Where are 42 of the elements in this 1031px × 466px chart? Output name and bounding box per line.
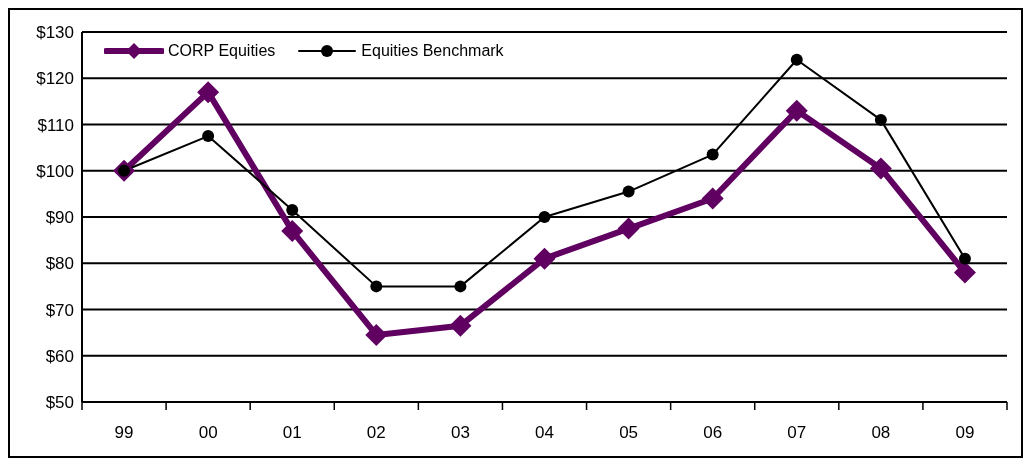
x-tick-label: 05: [619, 423, 639, 442]
y-tick-label: $70: [45, 300, 74, 320]
y-tick-label: $120: [36, 69, 74, 89]
y-tick-label: $90: [45, 208, 74, 228]
y-tick-label: $110: [37, 115, 74, 135]
x-tick-label: 04: [535, 423, 554, 442]
x-tick-label: 00: [198, 423, 218, 442]
point: [874, 113, 887, 126]
x-tick-label: 02: [366, 423, 386, 442]
point: [286, 204, 299, 217]
point: [706, 148, 719, 161]
point: [365, 323, 388, 346]
point: [370, 280, 383, 293]
point: [197, 81, 220, 104]
point: [622, 185, 635, 198]
x-tick-label: 99: [114, 423, 134, 442]
x-tick-label: 09: [955, 423, 975, 442]
point: [701, 187, 724, 210]
y-tick-label: $130: [36, 23, 74, 43]
y-tick-label: $50: [45, 393, 74, 413]
y-tick-label: $60: [45, 346, 74, 366]
legend-label: CORP Equities: [168, 42, 276, 60]
point: [958, 252, 971, 265]
point: [202, 130, 215, 143]
point: [281, 219, 304, 242]
point: [617, 217, 640, 240]
point: [533, 247, 556, 270]
point: [953, 261, 976, 284]
x-tick-label: 03: [450, 423, 470, 442]
x-tick-label: 08: [871, 423, 891, 442]
y-tick-label: $80: [45, 254, 74, 274]
point: [538, 211, 551, 223]
point: [790, 53, 803, 66]
y-tick-label: $100: [36, 161, 74, 181]
point: [869, 157, 892, 180]
point: [449, 314, 472, 337]
x-tick-label: 06: [703, 423, 723, 442]
x-tick-label: 07: [787, 423, 807, 442]
legend-label: Equities Benchmark: [361, 42, 504, 60]
x-tick-label: 01: [282, 423, 302, 442]
point: [454, 280, 467, 293]
point: [785, 99, 808, 122]
